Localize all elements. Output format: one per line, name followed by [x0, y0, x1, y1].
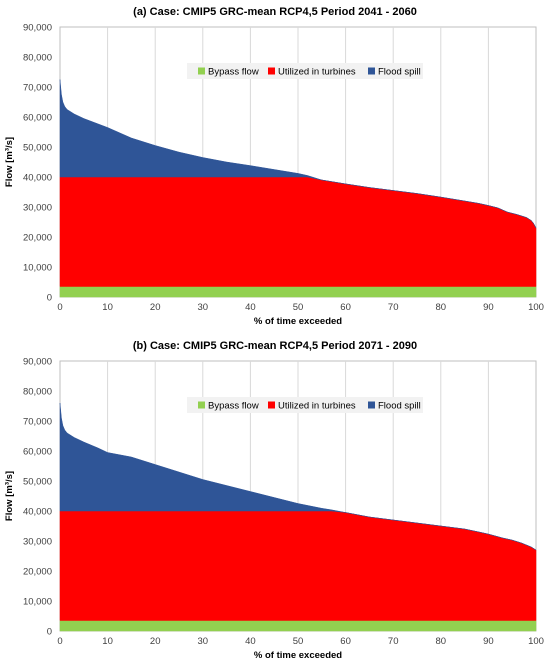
x-tick-label: 20	[150, 636, 161, 647]
x-tick-label: 50	[293, 636, 304, 647]
legend-swatch-flood-spill	[368, 401, 375, 409]
y-tick-label: 90,000	[23, 23, 52, 34]
x-tick-label: 90	[483, 636, 494, 647]
y-tick-label: 90,000	[23, 357, 52, 368]
x-tick-label: 0	[57, 302, 62, 313]
legend-label-utilized-in-turbines: Utilized in turbines	[278, 67, 356, 78]
y-tick-label: 20,000	[23, 567, 52, 578]
y-axis-label: Flow [m³/s]	[4, 471, 15, 521]
chart-title: (a) Case: CMIP5 GRC-mean RCP4,5 Period 2…	[133, 6, 417, 18]
legend: Bypass flow Utilized in turbines Flood spi…	[187, 63, 423, 79]
y-tick-label: 0	[47, 293, 52, 304]
legend-swatch-bypass-flow	[198, 67, 205, 75]
x-axis-label: % of time exceeded	[254, 650, 342, 661]
area-bypass-flow	[59, 620, 537, 632]
x-tick-label: 70	[388, 302, 399, 313]
y-tick-label: 70,000	[23, 83, 52, 94]
x-tick-label: 90	[483, 302, 494, 313]
legend-label-bypass-flow: Bypass flow	[208, 67, 259, 78]
legend-swatch-utilized-in-turbines	[268, 67, 275, 75]
y-tick-label: 30,000	[23, 203, 52, 214]
x-tick-label: 70	[388, 636, 399, 647]
y-tick-label: 10,000	[23, 597, 52, 608]
y-tick-label: 40,000	[23, 173, 52, 184]
legend-swatch-utilized-in-turbines	[268, 401, 275, 409]
x-tick-label: 10	[102, 302, 113, 313]
y-tick-label: 20,000	[23, 233, 52, 244]
chart-title: (b) Case: CMIP5 GRC-mean RCP4,5 Period 2…	[133, 340, 417, 352]
chart-a: (a) Case: CMIP5 GRC-mean RCP4,5 Period 2…	[4, 6, 544, 327]
y-tick-label: 80,000	[23, 387, 52, 398]
y-tick-label: 0	[47, 627, 52, 638]
area-flood-spill	[59, 402, 537, 551]
legend-box	[187, 397, 423, 413]
x-tick-label: 30	[198, 302, 209, 313]
x-axis-label: % of time exceeded	[254, 316, 342, 327]
legend: Bypass flow Utilized in turbines Flood spi…	[187, 397, 423, 413]
x-tick-label: 20	[150, 302, 161, 313]
legend-label-flood-spill: Flood spill	[378, 67, 421, 78]
x-tick-label: 40	[245, 636, 256, 647]
area-utilized-in-turbines	[59, 176, 537, 287]
y-tick-label: 50,000	[23, 143, 52, 154]
chart-b: (b) Case: CMIP5 GRC-mean RCP4,5 Period 2…	[4, 340, 544, 661]
y-tick-label: 80,000	[23, 53, 52, 64]
y-tick-label: 10,000	[23, 263, 52, 274]
x-tick-label: 0	[57, 636, 62, 647]
legend-swatch-bypass-flow	[198, 401, 205, 409]
x-tick-label: 60	[340, 636, 351, 647]
x-tick-label: 10	[102, 636, 113, 647]
x-tick-label: 30	[198, 636, 209, 647]
legend-box	[187, 63, 423, 79]
x-tick-label: 100	[528, 302, 544, 313]
x-tick-label: 80	[436, 636, 447, 647]
chart-panel-a: (a) Case: CMIP5 GRC-mean RCP4,5 Period 2…	[4, 6, 544, 327]
area-utilized-in-turbines	[59, 510, 537, 621]
x-tick-label: 80	[436, 302, 447, 313]
legend-swatch-flood-spill	[368, 67, 375, 75]
area-bypass-flow	[59, 286, 537, 298]
x-tick-label: 100	[528, 636, 544, 647]
legend-label-utilized-in-turbines: Utilized in turbines	[278, 401, 356, 412]
y-axis-label: Flow [m³/s]	[4, 137, 15, 187]
y-tick-label: 60,000	[23, 447, 52, 458]
y-tick-label: 60,000	[23, 113, 52, 124]
x-tick-label: 60	[340, 302, 351, 313]
area-flood-spill	[59, 79, 537, 229]
y-tick-label: 40,000	[23, 507, 52, 518]
x-tick-label: 50	[293, 302, 304, 313]
legend-label-flood-spill: Flood spill	[378, 401, 421, 412]
y-tick-label: 30,000	[23, 537, 52, 548]
y-tick-label: 70,000	[23, 417, 52, 428]
legend-label-bypass-flow: Bypass flow	[208, 401, 259, 412]
x-tick-label: 40	[245, 302, 256, 313]
chart-panel-b: (b) Case: CMIP5 GRC-mean RCP4,5 Period 2…	[0, 334, 550, 668]
y-tick-label: 50,000	[23, 477, 52, 488]
